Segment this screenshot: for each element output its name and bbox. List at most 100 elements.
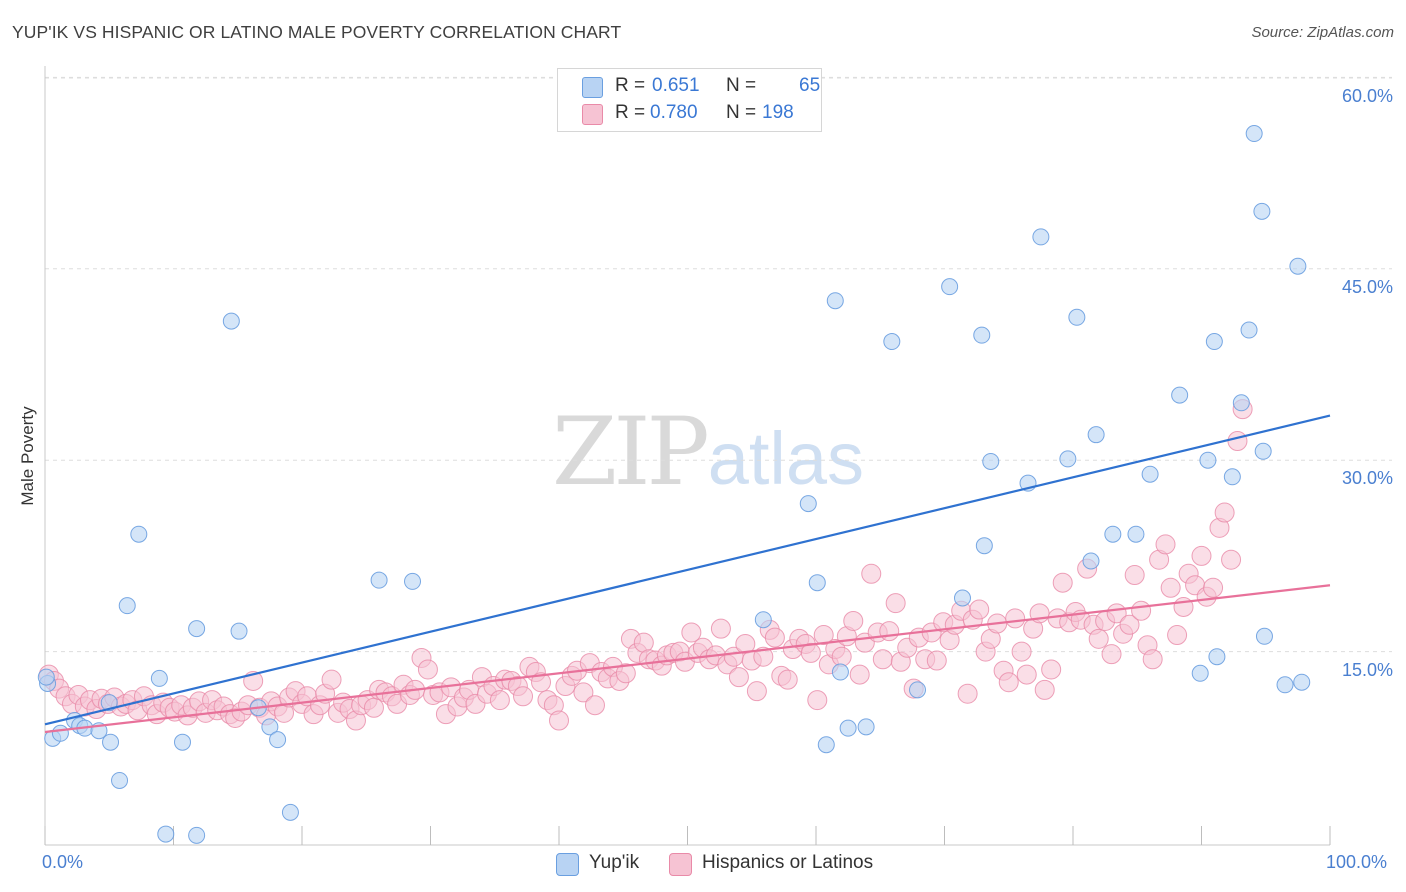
y-tick-30: 30.0% [1341,468,1393,488]
hispanic-point [764,627,785,648]
yupik-swatch [582,77,603,98]
hispanic-point [417,659,438,680]
yupik-point [1293,673,1311,691]
hispanic-point [1011,641,1032,662]
yupik-point [1104,525,1122,543]
chart-title: YUP'IK VS HISPANIC OR LATINO MALE POVERT… [12,22,622,42]
x-tick-0: 0.0% [42,852,84,872]
hispanic-point [813,625,834,646]
legend-r-label: R = [615,75,646,96]
yupik-trend-line [44,414,1331,726]
yupik-point [1245,125,1263,143]
yupik-point [1276,676,1294,694]
y-tick-60: 60.0% [1341,86,1393,106]
yupik-point [130,525,148,543]
hispanic-legend-label: Hispanics or Latinos [702,852,874,873]
x-tick-100: 100.0% [1326,852,1388,872]
hispanic-point [728,667,749,688]
yupik-point [150,669,168,687]
hispanic-point [531,672,552,693]
hispanic-point [573,682,594,703]
hispanic-point [861,563,882,584]
hispanic-point [807,690,828,711]
yupik-point [118,597,136,615]
hispanic-point [872,649,893,670]
yupik-point [188,826,206,844]
hispanic-point [549,710,569,731]
hispanic-point [926,650,947,671]
yupik-point [1191,664,1209,682]
yupik-point [1223,468,1241,486]
yupik-point [1171,386,1189,404]
hispanic-point [1016,664,1037,685]
hispanic-point [1155,534,1176,555]
yupik-point [982,452,1000,470]
hispanic-point [1203,577,1224,598]
watermark: ZIPatlas [552,398,864,507]
hispanic-point [1041,659,1062,680]
hispanic-point [1119,614,1140,635]
yupik-point [973,326,991,344]
yupik-point [1232,394,1250,412]
hispanic-swatch [582,104,603,125]
yupik-point [261,718,279,736]
hispanic-point [1160,577,1181,598]
yupik-point [1068,308,1086,326]
yupik-point [857,718,875,736]
hispanic-point [681,622,702,643]
yupik-point [188,620,206,638]
hispanic-point [800,642,821,663]
hispanic-point [843,610,864,631]
hispanic-point [321,669,342,690]
hispanic-point [998,672,1019,693]
yupik-point [1127,525,1145,543]
yupik-point [102,733,120,751]
legend-n-label: N = [726,102,757,123]
yupik-point [799,495,817,513]
hispanic-trend-line [44,584,1331,734]
yupik-point [1289,257,1307,275]
yupik-point [839,719,857,737]
watermark-zip: ZIP [552,398,710,507]
hispanic-point [710,618,731,639]
hispanic-point [1124,565,1145,586]
hispanic-point [1221,549,1242,570]
yupik-point [1032,228,1050,246]
yupik-point [909,681,927,699]
watermark-atlas: atlas [707,417,865,500]
legend-r-label: R = [615,102,646,123]
yupik-point [826,292,844,310]
y-axis-label: Male Poverty [18,406,37,506]
legend-n-value: 198 [762,102,794,123]
hispanic-point [957,683,978,704]
yupik-point [1087,426,1105,444]
hispanic-point [513,686,534,707]
yupik-point [1255,627,1273,645]
yupik-point [1254,442,1272,460]
source-label: Source: ZipAtlas.com [1251,24,1394,41]
yupik-point [1253,202,1271,220]
hispanic-point [633,632,654,653]
legend-r-value: 0.651 [652,75,700,96]
yupik-point [1205,333,1223,351]
hispanic-point [584,695,605,716]
hispanic-point [1191,545,1212,566]
legend-n-label: N = [726,75,757,96]
hispanic-point [1167,625,1188,646]
hispanic-point [1227,431,1248,452]
axes [44,66,1331,846]
legend-r-value: 0.780 [650,102,698,123]
y-tick-45: 45.0% [1341,277,1393,297]
yupik-point [808,574,826,592]
hispanic-point [489,690,510,711]
hispanic-legend-swatch [669,853,692,876]
hispanic-point [879,621,900,642]
yupik-point [157,825,175,843]
hispanic-point [746,681,767,702]
yupik-point [370,571,388,589]
yupik-point [1208,648,1226,666]
hispanic-point [1088,628,1109,649]
hispanic-point [1005,608,1026,629]
hispanic-point [1131,600,1152,621]
